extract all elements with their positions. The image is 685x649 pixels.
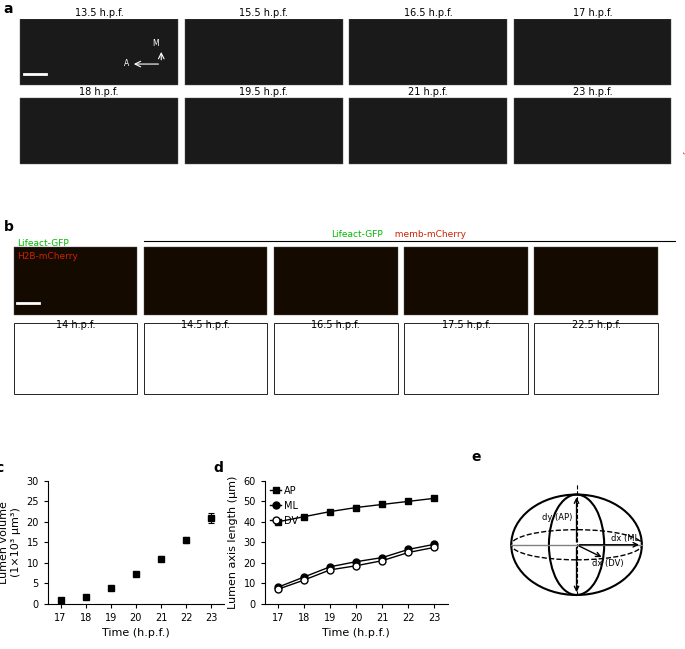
Text: d: d: [214, 461, 223, 475]
Text: 19.5 h.p.f.: 19.5 h.p.f.: [239, 87, 288, 97]
Text: 13.5 h.p.f.: 13.5 h.p.f.: [75, 8, 123, 18]
Bar: [185, 19, 342, 85]
Bar: [404, 323, 527, 394]
Bar: [14, 323, 137, 394]
Text: 23 h.p.f.: 23 h.p.f.: [573, 87, 612, 97]
Text: 17 h.p.f.: 17 h.p.f.: [573, 8, 612, 18]
Text: 21 h.p.f.: 21 h.p.f.: [408, 87, 448, 97]
Text: A: A: [124, 59, 129, 67]
Text: 17.5 h.p.f.: 17.5 h.p.f.: [442, 319, 490, 330]
Y-axis label: Lumen volume
(1×10³ μm³): Lumen volume (1×10³ μm³): [0, 501, 21, 583]
Bar: [274, 247, 397, 315]
Text: Lifeact-GFP: Lifeact-GFP: [17, 239, 68, 247]
Text: b: b: [3, 220, 14, 234]
Y-axis label: Lumen axis length (μm): Lumen axis length (μm): [228, 476, 238, 609]
Text: 18 h.p.f.: 18 h.p.f.: [79, 87, 119, 97]
Bar: [514, 98, 671, 164]
Text: a: a: [3, 3, 13, 16]
Text: dx (ML): dx (ML): [611, 534, 642, 543]
Bar: [144, 323, 267, 394]
Text: dx (DV): dx (DV): [592, 559, 623, 569]
Bar: [21, 19, 178, 85]
Bar: [534, 247, 658, 315]
Text: 22.5 h.p.f.: 22.5 h.p.f.: [572, 319, 621, 330]
Bar: [349, 19, 507, 85]
Text: M: M: [153, 39, 159, 48]
Legend: AP, ML, DV: AP, ML, DV: [270, 486, 299, 526]
Text: 16.5 h.p.f.: 16.5 h.p.f.: [312, 319, 360, 330]
Bar: [14, 247, 137, 315]
Text: Lifeact-GFP: Lifeact-GFP: [331, 230, 382, 239]
Bar: [534, 323, 658, 394]
Bar: [514, 19, 671, 85]
Bar: [349, 98, 507, 164]
Text: c: c: [0, 461, 3, 475]
X-axis label: Time (h.p.f.): Time (h.p.f.): [102, 628, 170, 638]
Bar: [274, 323, 397, 394]
Text: 16.5 h.p.f.: 16.5 h.p.f.: [403, 8, 453, 18]
Text: memb-GFP: memb-GFP: [682, 32, 685, 75]
Text: dy (AP): dy (AP): [542, 513, 573, 522]
Text: memb-mCherry: memb-mCherry: [389, 230, 466, 239]
Text: 14.5 h.p.f.: 14.5 h.p.f.: [181, 319, 230, 330]
Bar: [185, 98, 342, 164]
Text: 14 h.p.f.: 14 h.p.f.: [55, 319, 95, 330]
Bar: [404, 247, 527, 315]
Text: 15.5 h.p.f.: 15.5 h.p.f.: [239, 8, 288, 18]
Bar: [21, 98, 178, 164]
Text: e: e: [471, 450, 481, 463]
Text: H2B-mCherry: H2B-mCherry: [17, 252, 78, 260]
Text: H2B-mCherry: H2B-mCherry: [682, 105, 685, 156]
Bar: [144, 247, 267, 315]
X-axis label: Time (h.p.f.): Time (h.p.f.): [323, 628, 390, 638]
